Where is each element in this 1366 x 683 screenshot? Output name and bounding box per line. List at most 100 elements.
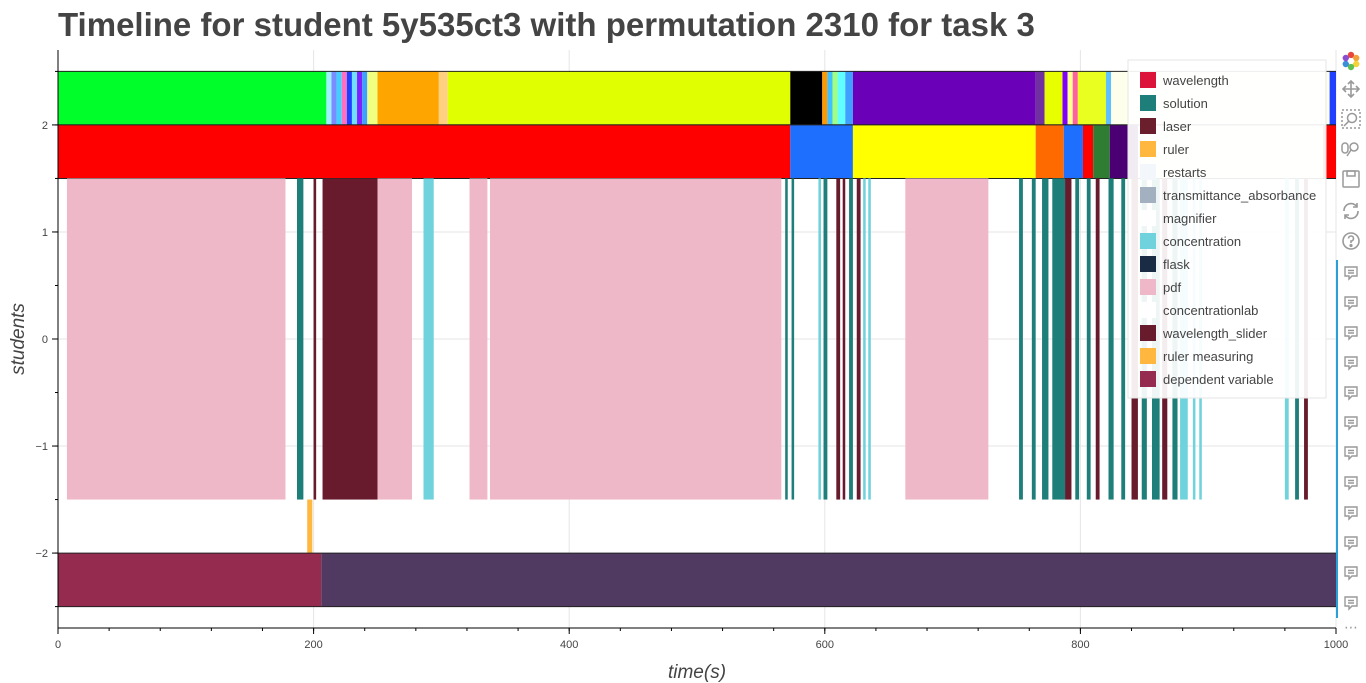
legend-swatch bbox=[1140, 210, 1156, 226]
x-tick-label: 600 bbox=[816, 639, 834, 651]
y-tick-label: 2 bbox=[42, 120, 48, 132]
timeline-segment bbox=[296, 178, 304, 500]
timeline-segment bbox=[1063, 124, 1083, 179]
timeline-segment bbox=[1035, 71, 1045, 125]
legend-item[interactable]: wavelength_slider bbox=[1140, 325, 1268, 341]
hover-tool-icon[interactable] bbox=[1340, 532, 1362, 554]
timeline-segment bbox=[1095, 178, 1100, 500]
y-tick-label: 0 bbox=[42, 334, 48, 346]
timeline-segment bbox=[790, 124, 853, 179]
timeline-segment bbox=[1031, 178, 1036, 500]
bokeh-logo-icon[interactable] bbox=[1340, 50, 1362, 72]
timeline-segment bbox=[346, 71, 352, 125]
timeline-segment bbox=[822, 71, 828, 125]
timeline-segment bbox=[377, 71, 439, 125]
reset-icon[interactable] bbox=[1340, 200, 1362, 222]
box-zoom-icon[interactable] bbox=[1340, 108, 1362, 130]
legend-swatch bbox=[1140, 141, 1156, 157]
hover-tool-icon[interactable] bbox=[1340, 292, 1362, 314]
timeline-segment bbox=[377, 178, 413, 500]
legend[interactable]: wavelength solution laser ruler restarts tran… bbox=[1127, 59, 1327, 399]
hover-tool-icon[interactable] bbox=[1340, 412, 1362, 434]
hover-tool-icon[interactable] bbox=[1340, 502, 1362, 524]
timeline-segment bbox=[856, 178, 861, 500]
axes: 0 200 400 600 800 1000 −2 −1 0 1 2 bbox=[35, 50, 1348, 651]
timeline-segment bbox=[842, 178, 846, 500]
timeline-segment bbox=[845, 71, 853, 125]
more-tools-button[interactable]: ⋯ bbox=[1344, 618, 1358, 635]
timeline-segment bbox=[313, 178, 317, 500]
legend-label: pdf bbox=[1163, 280, 1181, 295]
timeline-segment bbox=[1075, 178, 1080, 500]
legend-swatch bbox=[1140, 95, 1156, 111]
legend-swatch bbox=[1140, 325, 1156, 341]
timeline-segment bbox=[326, 71, 332, 125]
legend-swatch bbox=[1140, 72, 1156, 88]
x-tick-label: 800 bbox=[1071, 639, 1089, 651]
timeline-segment bbox=[336, 71, 342, 125]
pan-icon[interactable] bbox=[1340, 78, 1362, 100]
legend-swatch bbox=[1140, 164, 1156, 180]
timeline-segment bbox=[469, 178, 488, 500]
legend-label: solution bbox=[1163, 96, 1208, 111]
legend-swatch bbox=[1140, 302, 1156, 318]
legend-label: laser bbox=[1163, 119, 1192, 134]
legend-item[interactable]: concentration bbox=[1140, 233, 1241, 249]
timeline-segment bbox=[331, 71, 337, 125]
timeline-segment bbox=[66, 178, 286, 500]
legend-box bbox=[1127, 59, 1327, 399]
timeline-segment bbox=[351, 71, 358, 125]
timeline-segment bbox=[58, 71, 327, 125]
timeline-segment bbox=[321, 553, 1336, 607]
legend-swatch bbox=[1140, 118, 1156, 134]
legend-label: dependent variable bbox=[1163, 372, 1274, 387]
timeline-segment bbox=[849, 178, 853, 500]
legend-label: magnifier bbox=[1163, 211, 1217, 226]
timeline-segment bbox=[58, 124, 791, 179]
timeline-segment bbox=[341, 71, 347, 125]
timeline-segment bbox=[868, 178, 871, 500]
legend-item[interactable]: flask bbox=[1140, 256, 1190, 272]
timeline-segment bbox=[1062, 71, 1068, 125]
legend-item[interactable]: magnifier bbox=[1140, 210, 1217, 226]
legend-item[interactable]: pdf bbox=[1140, 279, 1181, 295]
legend-item[interactable]: wavelength bbox=[1140, 72, 1229, 88]
legend-swatch bbox=[1140, 256, 1156, 272]
hover-tool-icon[interactable] bbox=[1340, 352, 1362, 374]
hover-tool-icon[interactable] bbox=[1340, 472, 1362, 494]
timeline-segment bbox=[1086, 178, 1091, 500]
timeline-segment bbox=[1042, 178, 1049, 500]
timeline-segment bbox=[785, 178, 788, 500]
hover-tool-icon[interactable] bbox=[1340, 382, 1362, 404]
legend-item[interactable]: solution bbox=[1140, 95, 1208, 111]
timeline-segment bbox=[1019, 178, 1023, 500]
hover-tool-icon[interactable] bbox=[1340, 562, 1362, 584]
help-icon[interactable] bbox=[1340, 230, 1362, 252]
timeline-segment bbox=[837, 71, 846, 125]
hover-tool-icon[interactable] bbox=[1340, 442, 1362, 464]
timeline-segment bbox=[1052, 178, 1066, 500]
timeline-segment bbox=[423, 178, 434, 500]
timeline-segment bbox=[438, 71, 448, 125]
timeline-segment bbox=[791, 178, 795, 500]
legend-item[interactable]: transmittance_absorbance bbox=[1140, 187, 1316, 203]
y-tick-label: −2 bbox=[35, 548, 48, 560]
legend-item[interactable]: restarts bbox=[1140, 164, 1207, 180]
timeline-segment bbox=[1121, 178, 1126, 500]
x-tick-label: 0 bbox=[55, 639, 61, 651]
legend-item[interactable]: laser bbox=[1140, 118, 1192, 134]
legend-item[interactable]: concentrationlab bbox=[1140, 302, 1258, 318]
timeline-segment bbox=[367, 71, 378, 125]
legend-label: restarts bbox=[1163, 165, 1207, 180]
legend-item[interactable]: ruler measuring bbox=[1140, 348, 1253, 364]
legend-item[interactable]: dependent variable bbox=[1140, 371, 1274, 387]
hover-tool-icon[interactable] bbox=[1340, 322, 1362, 344]
timeline-segment bbox=[863, 178, 866, 500]
hover-tool-icon[interactable] bbox=[1340, 592, 1362, 614]
legend-item[interactable]: ruler bbox=[1140, 141, 1190, 157]
save-icon[interactable] bbox=[1340, 168, 1362, 190]
hover-tool-icon[interactable] bbox=[1340, 262, 1362, 284]
y-tick-label: 1 bbox=[42, 227, 48, 239]
wheel-zoom-icon[interactable] bbox=[1340, 138, 1362, 160]
